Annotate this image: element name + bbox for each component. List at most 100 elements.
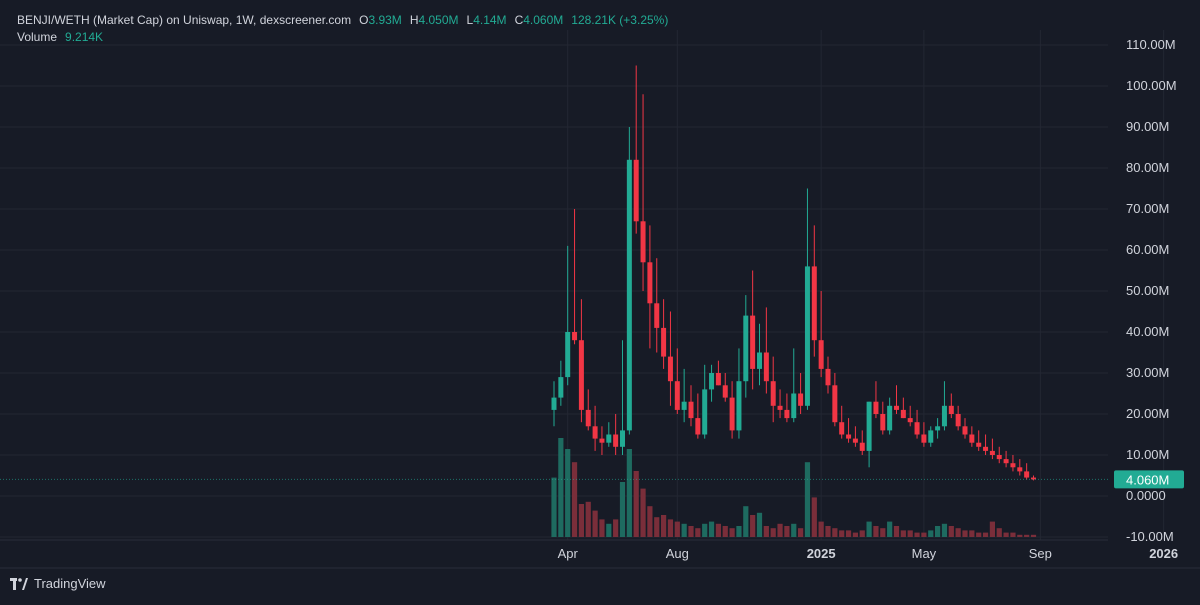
candle[interactable] xyxy=(921,422,927,447)
x-tick-label: Sep xyxy=(1029,546,1052,561)
candle[interactable] xyxy=(558,360,564,406)
candle[interactable] xyxy=(640,94,646,291)
candle[interactable] xyxy=(825,356,831,394)
candle[interactable] xyxy=(777,389,783,419)
candle[interactable] xyxy=(941,381,947,431)
candle[interactable] xyxy=(928,426,934,447)
volume-bar xyxy=(565,449,571,537)
volume-bar xyxy=(941,523,948,537)
candle[interactable] xyxy=(654,258,660,353)
candle[interactable] xyxy=(846,418,852,443)
volume-bar xyxy=(948,526,954,537)
candle[interactable] xyxy=(948,393,954,419)
candle[interactable] xyxy=(798,373,804,414)
candle[interactable] xyxy=(709,364,715,402)
candle[interactable] xyxy=(900,397,906,419)
candle[interactable] xyxy=(736,348,742,439)
candle[interactable] xyxy=(661,299,667,369)
candle[interactable] xyxy=(1031,475,1036,481)
candle[interactable] xyxy=(585,389,591,431)
candle[interactable] xyxy=(688,385,694,427)
tradingview-branding[interactable]: TradingView xyxy=(10,576,106,591)
chart-legend: BENJI/WETH (Market Cap) on Uniswap, 1W, … xyxy=(17,12,676,46)
candle[interactable] xyxy=(1017,459,1023,476)
candle[interactable] xyxy=(859,430,865,455)
candle[interactable] xyxy=(565,245,571,386)
candle[interactable] xyxy=(626,127,632,435)
candle[interactable] xyxy=(743,295,749,398)
volume-bar xyxy=(613,519,619,537)
candle[interactable] xyxy=(907,405,913,427)
candle[interactable] xyxy=(1024,463,1030,480)
candle[interactable] xyxy=(620,340,625,455)
candle[interactable] xyxy=(969,426,975,447)
candle[interactable] xyxy=(818,291,824,378)
candle[interactable] xyxy=(750,270,756,390)
candle-body xyxy=(941,405,947,427)
candle[interactable] xyxy=(770,356,776,423)
candle[interactable] xyxy=(839,405,845,439)
low-value: 4.14M xyxy=(473,13,507,27)
volume-bar xyxy=(599,519,605,537)
candle[interactable] xyxy=(811,225,817,357)
candle[interactable] xyxy=(599,426,605,455)
candle[interactable] xyxy=(578,299,584,423)
candle-body xyxy=(647,262,653,304)
candle[interactable] xyxy=(791,348,797,423)
x-axis[interactable]: Apr Aug 2025 May Sep 2026 xyxy=(0,539,1178,561)
candle[interactable] xyxy=(852,426,858,447)
candle[interactable] xyxy=(935,418,941,439)
candle-body xyxy=(688,401,694,419)
candle[interactable] xyxy=(695,393,701,439)
volume-bar xyxy=(962,530,968,537)
candle[interactable] xyxy=(1010,455,1016,472)
candle[interactable] xyxy=(757,323,762,386)
candle[interactable] xyxy=(914,409,920,439)
candle[interactable] xyxy=(722,373,728,402)
candle-body xyxy=(722,385,728,398)
candle[interactable] xyxy=(996,446,1002,464)
last-price-badge: 4.060M xyxy=(1114,470,1184,489)
candle[interactable] xyxy=(894,385,899,414)
candle[interactable] xyxy=(667,311,673,406)
candle[interactable] xyxy=(606,422,612,447)
candle[interactable] xyxy=(702,364,708,439)
candle[interactable] xyxy=(832,373,838,427)
candle[interactable] xyxy=(763,307,769,394)
volume-value: 9.214K xyxy=(65,30,104,44)
volume-bar xyxy=(893,526,900,537)
candle-body xyxy=(996,455,1002,460)
candle[interactable] xyxy=(989,438,995,460)
candle-body xyxy=(674,381,680,410)
candle[interactable] xyxy=(887,397,893,435)
candle[interactable] xyxy=(715,360,721,386)
tradingview-logo-icon xyxy=(10,577,28,590)
candle[interactable] xyxy=(804,188,810,410)
candle[interactable] xyxy=(784,393,790,423)
candle[interactable] xyxy=(873,381,879,419)
candle[interactable] xyxy=(674,348,680,414)
candle[interactable] xyxy=(613,414,619,455)
candle[interactable] xyxy=(880,401,886,435)
candle[interactable] xyxy=(647,225,653,349)
volume-bar xyxy=(585,501,591,537)
y-axis[interactable]: 110.00M 100.00M 90.00M 80.00M 70.00M 60.00M 50… xyxy=(1126,37,1177,544)
volume-bar xyxy=(928,530,934,537)
candle[interactable] xyxy=(983,434,989,456)
candle[interactable] xyxy=(729,381,735,439)
candle[interactable] xyxy=(962,418,968,439)
candle[interactable] xyxy=(572,209,578,345)
candle[interactable] xyxy=(955,405,961,431)
candle[interactable] xyxy=(866,401,872,468)
candle[interactable] xyxy=(1003,450,1009,468)
candle[interactable] xyxy=(976,430,982,451)
candle-body xyxy=(626,159,632,431)
candle[interactable] xyxy=(633,65,639,234)
candle[interactable] xyxy=(551,381,557,427)
candle-body xyxy=(804,266,810,406)
candle[interactable] xyxy=(592,405,598,451)
volume-bar xyxy=(571,462,578,537)
candle[interactable] xyxy=(681,368,687,423)
